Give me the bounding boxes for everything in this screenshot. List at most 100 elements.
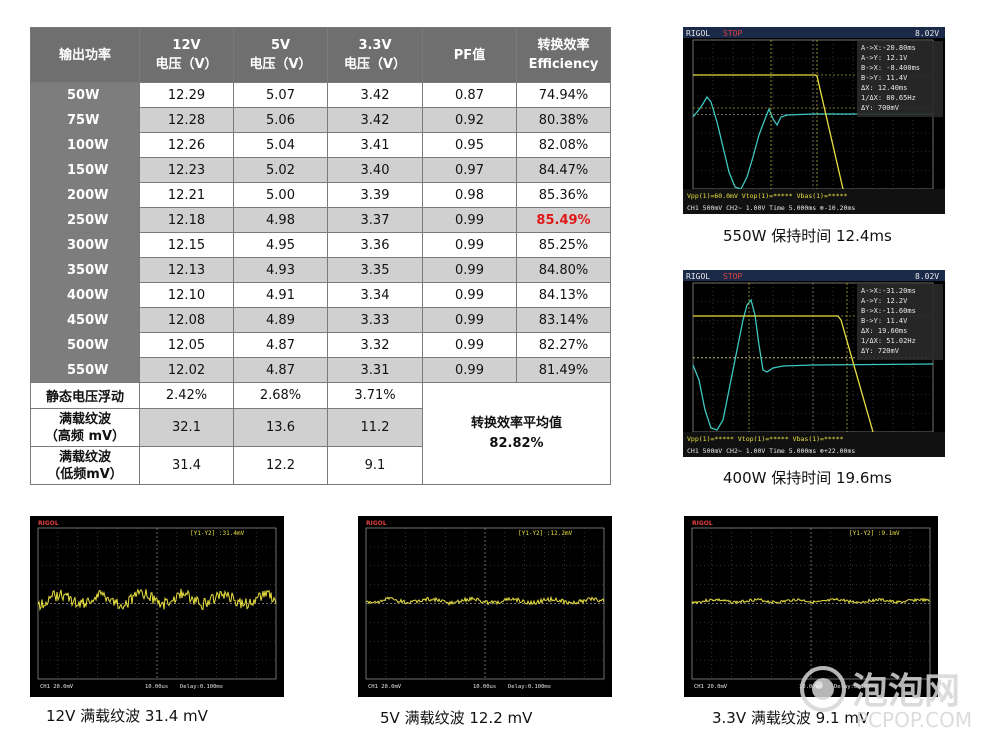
ripple-low-row: 满载纹波 （低频mV） 31.4 12.2 9.1 — [30, 446, 611, 485]
cell-pf: 0.99 — [422, 207, 517, 233]
cell-v33: 3.35 — [327, 257, 423, 283]
cell-v5: 5.07 — [233, 82, 328, 108]
cell-v33: 3.39 — [327, 182, 423, 208]
table-row: 100W 12.26 5.04 3.41 0.95 82.08% — [30, 132, 611, 158]
holdup-scope-400w: RIGOL STOP 8.02V A->X:-31.20ms A->Y: 12.2… — [683, 270, 945, 457]
row-power-label: 350W — [30, 257, 140, 283]
scope1-cyan-trace — [692, 95, 933, 190]
pcpop-watermark: 泡泡网 PCPOP.COM — [798, 662, 998, 742]
cell-v12: 12.15 — [139, 232, 234, 258]
ripple12-brand: RIGOL — [38, 520, 59, 527]
cell-v33: 3.42 — [327, 107, 423, 133]
scope1-readout: A->X:-20.80ms A->Y: 12.1V B->X: -8.400ms B-… — [861, 44, 920, 112]
cell-v12: 12.28 — [139, 107, 234, 133]
holdup-scope-400w-screen: RIGOL STOP 8.02V A->X:-31.20ms A->Y: 12.2… — [683, 270, 945, 457]
header-33v: 3.3V 电压（V） — [327, 27, 423, 83]
regulation-row: 静态电压浮动 2.42% 2.68% 3.71% 转换效率平均值 82.82% — [30, 382, 611, 485]
row-power-label: 500W — [30, 332, 140, 358]
scope2-readout: A->X:-31.20ms A->Y: 12.2V B->X:-11.60ms B->… — [861, 287, 916, 355]
cell-pf: 0.99 — [422, 282, 517, 308]
ripple5-ch: CH1 20.0mV — [368, 684, 402, 690]
cell-v12: 12.23 — [139, 157, 234, 183]
cell-eff: 85.49% — [516, 207, 611, 233]
table-row: 150W 12.23 5.02 3.40 0.97 84.47% — [30, 157, 611, 183]
cell-v5: 4.87 — [233, 332, 328, 358]
ripple12-ch: CH1 20.0mV — [40, 684, 74, 690]
row-power-label: 100W — [30, 132, 140, 158]
ripple33-time: 10.00us — [799, 684, 822, 690]
table-row: 450W 12.08 4.89 3.33 0.99 83.14% — [30, 307, 611, 333]
ripple33-reading: [Y1-Y2] :9.1mV — [849, 530, 900, 537]
performance-table: 输出功率 12V 电压（V） 5V 电压（V） 3.3V 电压（V） PF值 转换效率… — [30, 27, 611, 485]
cell-pf: 0.98 — [422, 182, 517, 208]
ripple33-ch: CH1 20.0mV — [694, 684, 728, 690]
cell-eff: 85.25% — [516, 232, 611, 258]
cell-v5: 4.89 — [233, 307, 328, 333]
ripple-low-5v: 12.2 — [233, 446, 328, 485]
cell-v33: 3.34 — [327, 282, 423, 308]
holdup-400w-caption: 400W 保持时间 19.6ms — [723, 469, 892, 487]
ripple12-delay: Delay:0.100ms — [180, 684, 223, 690]
cell-eff: 84.80% — [516, 257, 611, 283]
ripple5-delay: Delay:0.100ms — [508, 684, 551, 690]
readout-line: 1/ΔX: 80.65Hz — [861, 94, 916, 102]
ripple33-delay: Delay:0.100ms — [834, 684, 877, 690]
cell-v12: 12.13 — [139, 257, 234, 283]
ripple-33v-caption: 3.3V 满载纹波 9.1 mV — [712, 709, 870, 727]
readout-line: ΔX: 12.40ms — [861, 84, 907, 92]
cell-v12: 12.29 — [139, 82, 234, 108]
scope2-trig: 8.02V — [915, 272, 939, 281]
ripple12-time: 10.00us — [145, 684, 168, 690]
ripple-scope-33v-screen: RIGOL [Y1-Y2] :9.1mV CH1 20.0mV 10.00us … — [691, 520, 931, 690]
cell-v12: 12.26 — [139, 132, 234, 158]
cell-pf: 0.92 — [422, 107, 517, 133]
row-power-label: 550W — [30, 357, 140, 383]
table-row: 50W 12.29 5.07 3.42 0.87 74.94% — [30, 82, 611, 108]
table-row: 500W 12.05 4.87 3.32 0.99 82.27% — [30, 332, 611, 358]
regulation-5v: 2.68% — [233, 382, 328, 409]
scope2-cyan-trace — [692, 298, 934, 431]
table-row: 300W 12.15 4.95 3.36 0.99 85.25% — [30, 232, 611, 258]
cell-v33: 3.31 — [327, 357, 423, 383]
ripple-low-label: 满载纹波 （低频mV） — [30, 446, 140, 485]
table-header-row: 输出功率 12V 电压（V） 5V 电压（V） 3.3V 电压（V） PF值 转换效率… — [30, 27, 611, 83]
row-power-label: 450W — [30, 307, 140, 333]
table-row: 550W 12.02 4.87 3.31 0.99 81.49% — [30, 357, 611, 383]
holdup-scope-550w-screen: RIGOL STOP 8.02V A->X:-20.80ms A->Y: 12.1… — [683, 27, 945, 214]
cell-v12: 12.18 — [139, 207, 234, 233]
cell-v33: 3.41 — [327, 132, 423, 158]
watermark-logo-icon — [800, 666, 846, 712]
header-pf: PF值 — [422, 27, 517, 83]
cell-v12: 12.02 — [139, 357, 234, 383]
ripple-scope-12v: RIGOL [Y1-Y2] :31.4mV CH1 20.0mV 10.00us… — [30, 516, 284, 697]
scope1-brand: RIGOL — [686, 29, 710, 38]
table-row: 250W 12.18 4.98 3.37 0.99 85.49% — [30, 207, 611, 233]
ripple-high-33v: 11.2 — [327, 408, 423, 447]
avg-efficiency-label: 转换效率平均值 — [470, 415, 562, 431]
regulation-33v: 3.71% — [327, 382, 423, 409]
cell-v12: 12.05 — [139, 332, 234, 358]
scope1-bottom2: CH1 500mV CH2~ 1.00V Time 5.000ms ⊕-10.2… — [687, 204, 855, 212]
readout-line: A->Y: 12.2V — [861, 297, 908, 305]
table-row: 200W 12.21 5.00 3.39 0.98 85.36% — [30, 182, 611, 208]
cell-pf: 0.87 — [422, 82, 517, 108]
row-power-label: 150W — [30, 157, 140, 183]
readout-line: 1/ΔX: 51.02Hz — [861, 337, 916, 345]
avg-efficiency-value: 82.82% — [489, 435, 544, 451]
row-power-label: 250W — [30, 207, 140, 233]
ripple5-reading: [Y1-Y2] :12.2mV — [518, 530, 573, 537]
avg-efficiency-cell: 转换效率平均值 82.82% — [422, 382, 611, 485]
ripple-high-label: 满载纹波 （高频 mV） — [30, 408, 140, 447]
ripple-5v-caption: 5V 满载纹波 12.2 mV — [380, 709, 533, 727]
cell-pf: 0.99 — [422, 332, 517, 358]
row-power-label: 300W — [30, 232, 140, 258]
watermark-sub: PCPOP.COM — [856, 708, 973, 732]
ripple33-trace — [691, 597, 931, 605]
cell-v33: 3.36 — [327, 232, 423, 258]
cell-eff: 74.94% — [516, 82, 611, 108]
cell-v5: 4.93 — [233, 257, 328, 283]
cell-eff: 82.08% — [516, 132, 611, 158]
cell-v33: 3.32 — [327, 332, 423, 358]
table-row: 350W 12.13 4.93 3.35 0.99 84.80% — [30, 257, 611, 283]
readout-line: B->X: -8.400ms — [861, 64, 920, 72]
